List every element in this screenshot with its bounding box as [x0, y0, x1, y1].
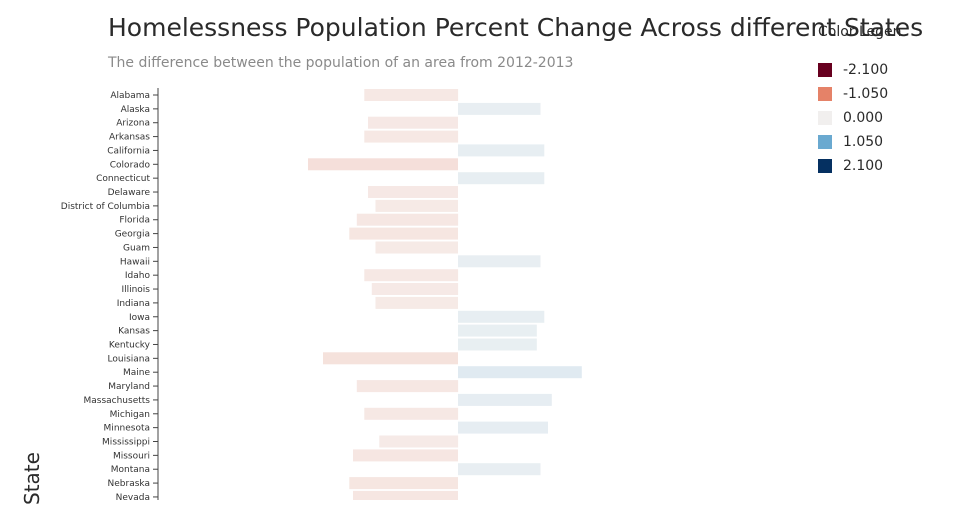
bar-connecticut[interactable] — [458, 172, 545, 185]
legend-item[interactable]: 0.000 — [818, 106, 888, 130]
bar-nebraska[interactable] — [349, 477, 458, 490]
bar-maine[interactable] — [458, 366, 582, 379]
y-tick-label: Maine — [123, 368, 150, 378]
bar-michigan[interactable] — [364, 407, 459, 420]
y-tick-label: Colorado — [110, 160, 151, 170]
y-tick-label: Arizona — [116, 119, 150, 129]
y-tick-label: Alaska — [121, 105, 150, 115]
legend-swatch — [818, 87, 832, 101]
bar-idaho[interactable] — [364, 269, 459, 282]
y-tick-label: Georgia — [115, 230, 150, 240]
bar-california[interactable] — [458, 144, 545, 157]
legend-swatch — [818, 159, 832, 173]
bar-nevada[interactable] — [353, 490, 458, 500]
y-tick-label: California — [107, 146, 150, 156]
bar-florida[interactable] — [356, 213, 459, 226]
y-tick-label: Mississippi — [102, 438, 150, 448]
y-tick-label: Missouri — [113, 451, 150, 461]
bar-maryland[interactable] — [356, 380, 459, 393]
legend-item[interactable]: -2.100 — [818, 58, 888, 82]
color-legend: -2.100 -1.050 0.000 1.050 2.100 — [818, 58, 888, 178]
y-tick-label: Connecticut — [96, 174, 150, 184]
bar-indiana[interactable] — [375, 296, 459, 309]
bar-illinois[interactable] — [371, 283, 459, 295]
legend-item[interactable]: 1.050 — [818, 130, 888, 154]
y-tick-label: Minnesota — [104, 424, 150, 434]
y-tick-label: Maryland — [108, 382, 150, 392]
legend-swatch — [818, 111, 832, 125]
bar-colorado[interactable] — [308, 158, 458, 171]
bar-minnesota[interactable] — [458, 421, 548, 434]
y-tick-label: Nevada — [116, 493, 150, 500]
y-tick-label: Indiana — [117, 299, 150, 309]
y-tick-label: Illinois — [121, 285, 150, 295]
y-tick-label: Michigan — [110, 410, 150, 420]
bar-massachusetts[interactable] — [458, 393, 552, 406]
legend-label: 1.050 — [843, 134, 884, 150]
y-tick-label: Delaware — [108, 188, 151, 198]
bar-guam[interactable] — [375, 241, 459, 254]
bar-arizona[interactable] — [368, 116, 458, 129]
y-tick-label: District of Columbia — [61, 202, 150, 212]
bar-alaska[interactable] — [458, 102, 541, 115]
y-tick-label: Kentucky — [109, 340, 151, 350]
y-tick-label: Louisiana — [108, 354, 151, 364]
bar-iowa[interactable] — [458, 310, 545, 323]
legend-item[interactable]: -1.050 — [818, 82, 888, 106]
chart-subtitle: The difference between the population of… — [108, 55, 574, 71]
y-tick-label: Florida — [119, 216, 150, 226]
legend-label: 0.000 — [843, 110, 884, 126]
y-tick-label: Nebraska — [108, 479, 150, 489]
y-tick-label: Arkansas — [109, 133, 150, 143]
bar-mississippi[interactable] — [379, 435, 459, 448]
bar-district-of-columbia[interactable] — [375, 199, 459, 212]
bar-georgia[interactable] — [349, 227, 458, 240]
y-tick-label: Hawaii — [120, 257, 150, 267]
legend-label: -1.050 — [843, 86, 889, 102]
bar-missouri[interactable] — [353, 449, 458, 462]
bar-delaware[interactable] — [368, 186, 458, 198]
legend-item[interactable]: 2.100 — [818, 154, 888, 178]
y-tick-label: Iowa — [129, 313, 150, 323]
chart-title: Homelessness Population Percent Change A… — [108, 13, 924, 42]
y-tick-label: Guam — [123, 243, 150, 253]
bar-louisiana[interactable] — [323, 352, 458, 365]
bar-arkansas[interactable] — [364, 130, 459, 143]
legend-label: 2.100 — [843, 158, 884, 174]
bar-kansas[interactable] — [458, 324, 537, 337]
legend-title: Color Legen — [818, 24, 902, 40]
y-tick-label: Idaho — [125, 271, 151, 281]
bar-hawaii[interactable] — [458, 255, 541, 268]
bar-kentucky[interactable] — [458, 338, 537, 351]
y-tick-label: Massachusetts — [83, 396, 150, 406]
bar-alabama[interactable] — [364, 89, 459, 101]
legend-swatch — [818, 63, 832, 77]
legend-label: -2.100 — [843, 62, 889, 78]
y-tick-label: Alabama — [110, 91, 150, 101]
y-tick-label: Kansas — [118, 327, 150, 337]
bar-montana[interactable] — [458, 463, 541, 476]
legend-swatch — [818, 135, 832, 149]
y-tick-label: Montana — [111, 465, 150, 475]
